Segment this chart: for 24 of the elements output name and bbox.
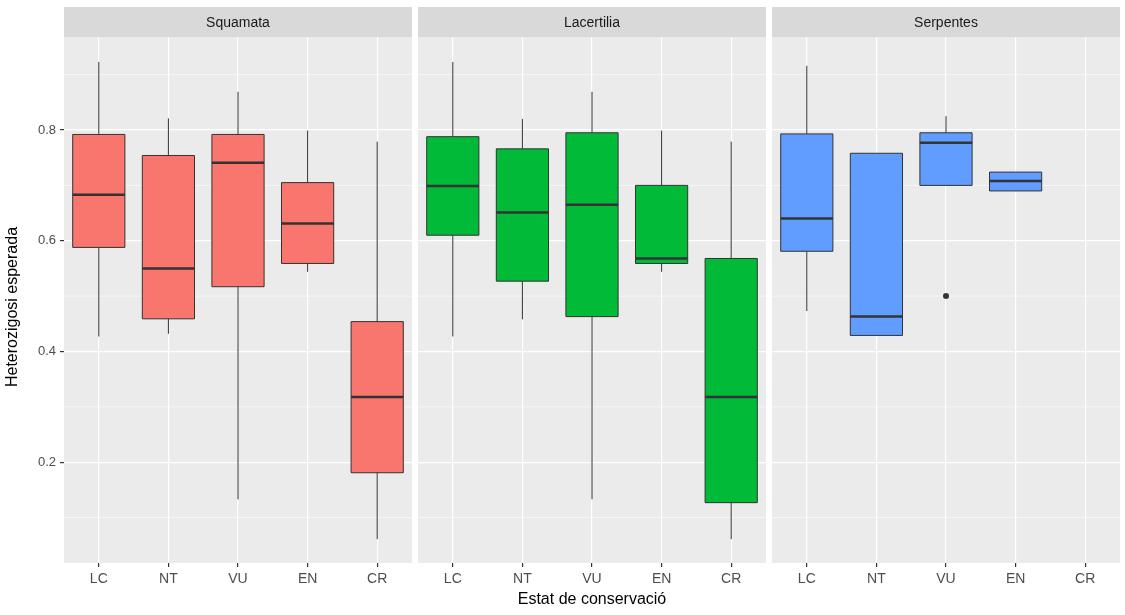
x-tick-label: CR xyxy=(721,570,742,587)
x-tick-label: NT xyxy=(159,570,179,587)
y-tick-label: 0.8 xyxy=(37,121,56,137)
x-tick-label: CR xyxy=(1075,570,1096,587)
y-tick-label: 0.2 xyxy=(37,453,56,469)
x-tick-label: CR xyxy=(367,570,388,587)
x-axis-title: Estat de conservació xyxy=(516,589,668,609)
x-tick-label: LC xyxy=(89,570,108,587)
x-tick-label: VU xyxy=(936,570,956,587)
y-axis-title: Heterozigosi esperada xyxy=(3,226,21,388)
x-tick-label: NT xyxy=(867,570,887,587)
x-tick-label: VU xyxy=(228,570,248,587)
x-tick-label: EN xyxy=(651,570,672,587)
y-tick-label: 0.6 xyxy=(37,232,56,248)
x-tick-label: EN xyxy=(297,570,318,587)
chart-title: Serpentes xyxy=(772,7,1120,37)
x-tick-label: NT xyxy=(513,570,533,587)
x-tick-label: EN xyxy=(1005,570,1026,587)
chart-title: Lacertilia xyxy=(418,7,766,37)
x-tick-label: LC xyxy=(797,570,816,587)
y-tick-label: 0.4 xyxy=(37,343,56,359)
x-tick-label: LC xyxy=(443,570,462,587)
chart-title: Squamata xyxy=(64,7,412,37)
x-tick-label: VU xyxy=(582,570,602,587)
